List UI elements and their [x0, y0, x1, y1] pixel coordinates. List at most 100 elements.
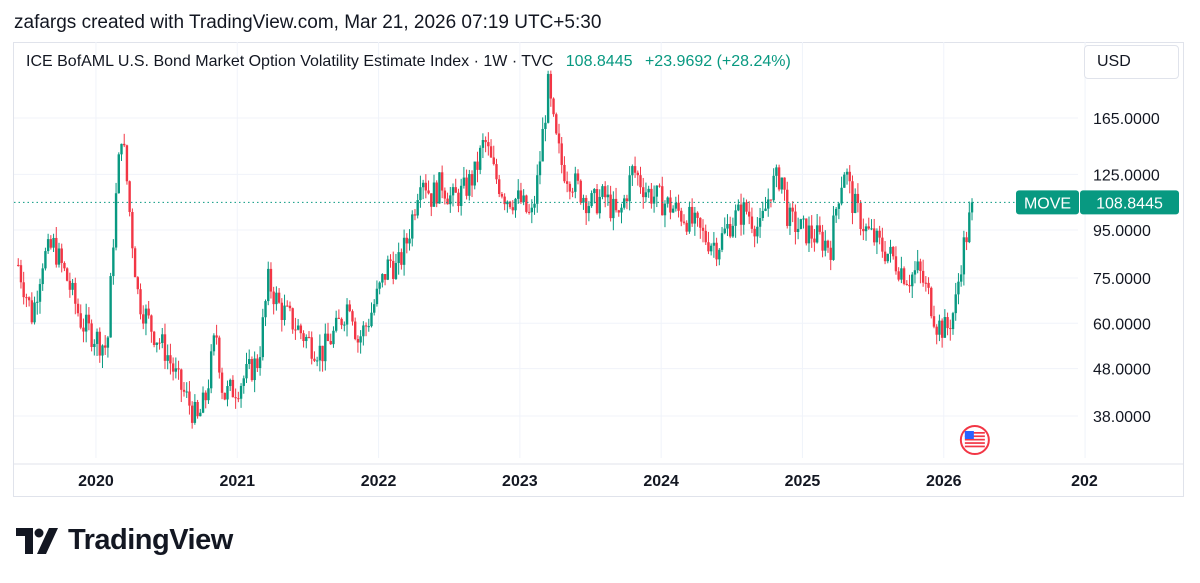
candle-body[interactable]	[576, 173, 580, 181]
candle-body[interactable]	[142, 314, 145, 324]
candle-body[interactable]	[870, 228, 873, 230]
candle-body[interactable]	[788, 207, 792, 226]
candle-body[interactable]	[699, 217, 702, 228]
candle-body[interactable]	[834, 208, 838, 216]
candle-body[interactable]	[546, 73, 550, 123]
candle-body[interactable]	[530, 207, 534, 213]
candle-body[interactable]	[489, 146, 493, 158]
candle-body[interactable]	[772, 175, 775, 201]
candle-body[interactable]	[158, 342, 161, 344]
candle-body[interactable]	[220, 372, 224, 393]
candle-body[interactable]	[419, 187, 422, 201]
candle-body[interactable]	[644, 192, 648, 198]
candle-body[interactable]	[313, 358, 316, 361]
candle-body[interactable]	[226, 386, 229, 400]
candle-body[interactable]	[55, 237, 58, 265]
candle-body[interactable]	[144, 308, 148, 324]
candle-body[interactable]	[150, 315, 153, 332]
candle-body[interactable]	[163, 334, 167, 361]
candle-body[interactable]	[968, 212, 971, 243]
candle-body[interactable]	[881, 237, 884, 252]
candle-body[interactable]	[470, 174, 474, 186]
candle-body[interactable]	[359, 336, 362, 343]
candle-body[interactable]	[52, 237, 55, 248]
candle-body[interactable]	[63, 262, 66, 269]
candle-body[interactable]	[375, 288, 379, 305]
candle-body[interactable]	[742, 202, 745, 225]
candle-body[interactable]	[324, 333, 327, 362]
candle-body[interactable]	[590, 193, 593, 207]
candle-body[interactable]	[302, 333, 305, 342]
candle-body[interactable]	[90, 323, 93, 347]
candle-body[interactable]	[761, 210, 764, 219]
candle-body[interactable]	[875, 230, 879, 243]
candle-body[interactable]	[927, 282, 930, 288]
candle-body[interactable]	[95, 331, 99, 344]
candle-body[interactable]	[400, 252, 403, 265]
candle-body[interactable]	[484, 140, 487, 143]
candle-body[interactable]	[492, 157, 495, 165]
candle-body[interactable]	[541, 128, 544, 162]
candle-body[interactable]	[180, 369, 183, 390]
candle-body[interactable]	[321, 345, 324, 362]
candle-body[interactable]	[894, 256, 898, 272]
candle-body[interactable]	[962, 237, 966, 275]
candle-body[interactable]	[305, 336, 308, 342]
candle-body[interactable]	[201, 392, 205, 413]
candle-body[interactable]	[218, 337, 221, 373]
candle-body[interactable]	[481, 140, 485, 148]
candle-body[interactable]	[79, 313, 82, 328]
candle-body[interactable]	[41, 268, 44, 285]
candle-body[interactable]	[93, 343, 96, 347]
candle-body[interactable]	[957, 281, 960, 295]
candle-body[interactable]	[620, 207, 623, 213]
candle-body[interactable]	[296, 325, 300, 330]
candle-body[interactable]	[701, 227, 705, 231]
candle-body[interactable]	[185, 391, 188, 393]
candle-body[interactable]	[478, 147, 482, 170]
candle-body[interactable]	[511, 207, 514, 211]
candle-body[interactable]	[258, 357, 262, 369]
candle-body[interactable]	[33, 302, 36, 323]
candle-body[interactable]	[84, 314, 88, 332]
candle-body[interactable]	[767, 199, 770, 209]
candle-body[interactable]	[601, 186, 604, 197]
candle-body[interactable]	[574, 173, 577, 192]
candle-body[interactable]	[131, 212, 134, 249]
candle-body[interactable]	[625, 198, 629, 202]
candle-body[interactable]	[267, 268, 270, 302]
candle-body[interactable]	[563, 164, 566, 182]
candle-body[interactable]	[402, 237, 406, 265]
candle-body[interactable]	[943, 317, 947, 338]
candle-body[interactable]	[930, 287, 933, 317]
candle-body[interactable]	[579, 180, 582, 203]
candle-body[interactable]	[370, 312, 373, 327]
candle-body[interactable]	[867, 226, 870, 229]
candle-body[interactable]	[125, 145, 129, 182]
candle-body[interactable]	[291, 308, 294, 330]
candle-body[interactable]	[432, 182, 436, 207]
candle-body[interactable]	[103, 345, 107, 348]
candle-body[interactable]	[848, 171, 851, 182]
candle-body[interactable]	[68, 280, 72, 290]
candle-body[interactable]	[353, 321, 357, 340]
candle-body[interactable]	[440, 172, 444, 191]
candle-body[interactable]	[36, 301, 39, 303]
candle-body[interactable]	[253, 358, 256, 381]
candle-body[interactable]	[905, 283, 909, 285]
candle-body[interactable]	[161, 334, 164, 343]
candle-body[interactable]	[207, 388, 210, 401]
candle-body[interactable]	[424, 182, 428, 191]
candle-body[interactable]	[892, 246, 895, 257]
candle-body[interactable]	[430, 193, 433, 207]
candle-body[interactable]	[560, 143, 563, 165]
candle-body[interactable]	[503, 196, 506, 205]
candle-body[interactable]	[98, 331, 101, 356]
candle-body[interactable]	[544, 122, 547, 129]
candle-body[interactable]	[552, 98, 555, 115]
candle-body[interactable]	[853, 193, 857, 213]
candle-body[interactable]	[883, 251, 887, 262]
candle-body[interactable]	[234, 397, 237, 399]
candle-body[interactable]	[753, 228, 756, 237]
candle-body[interactable]	[269, 268, 273, 292]
